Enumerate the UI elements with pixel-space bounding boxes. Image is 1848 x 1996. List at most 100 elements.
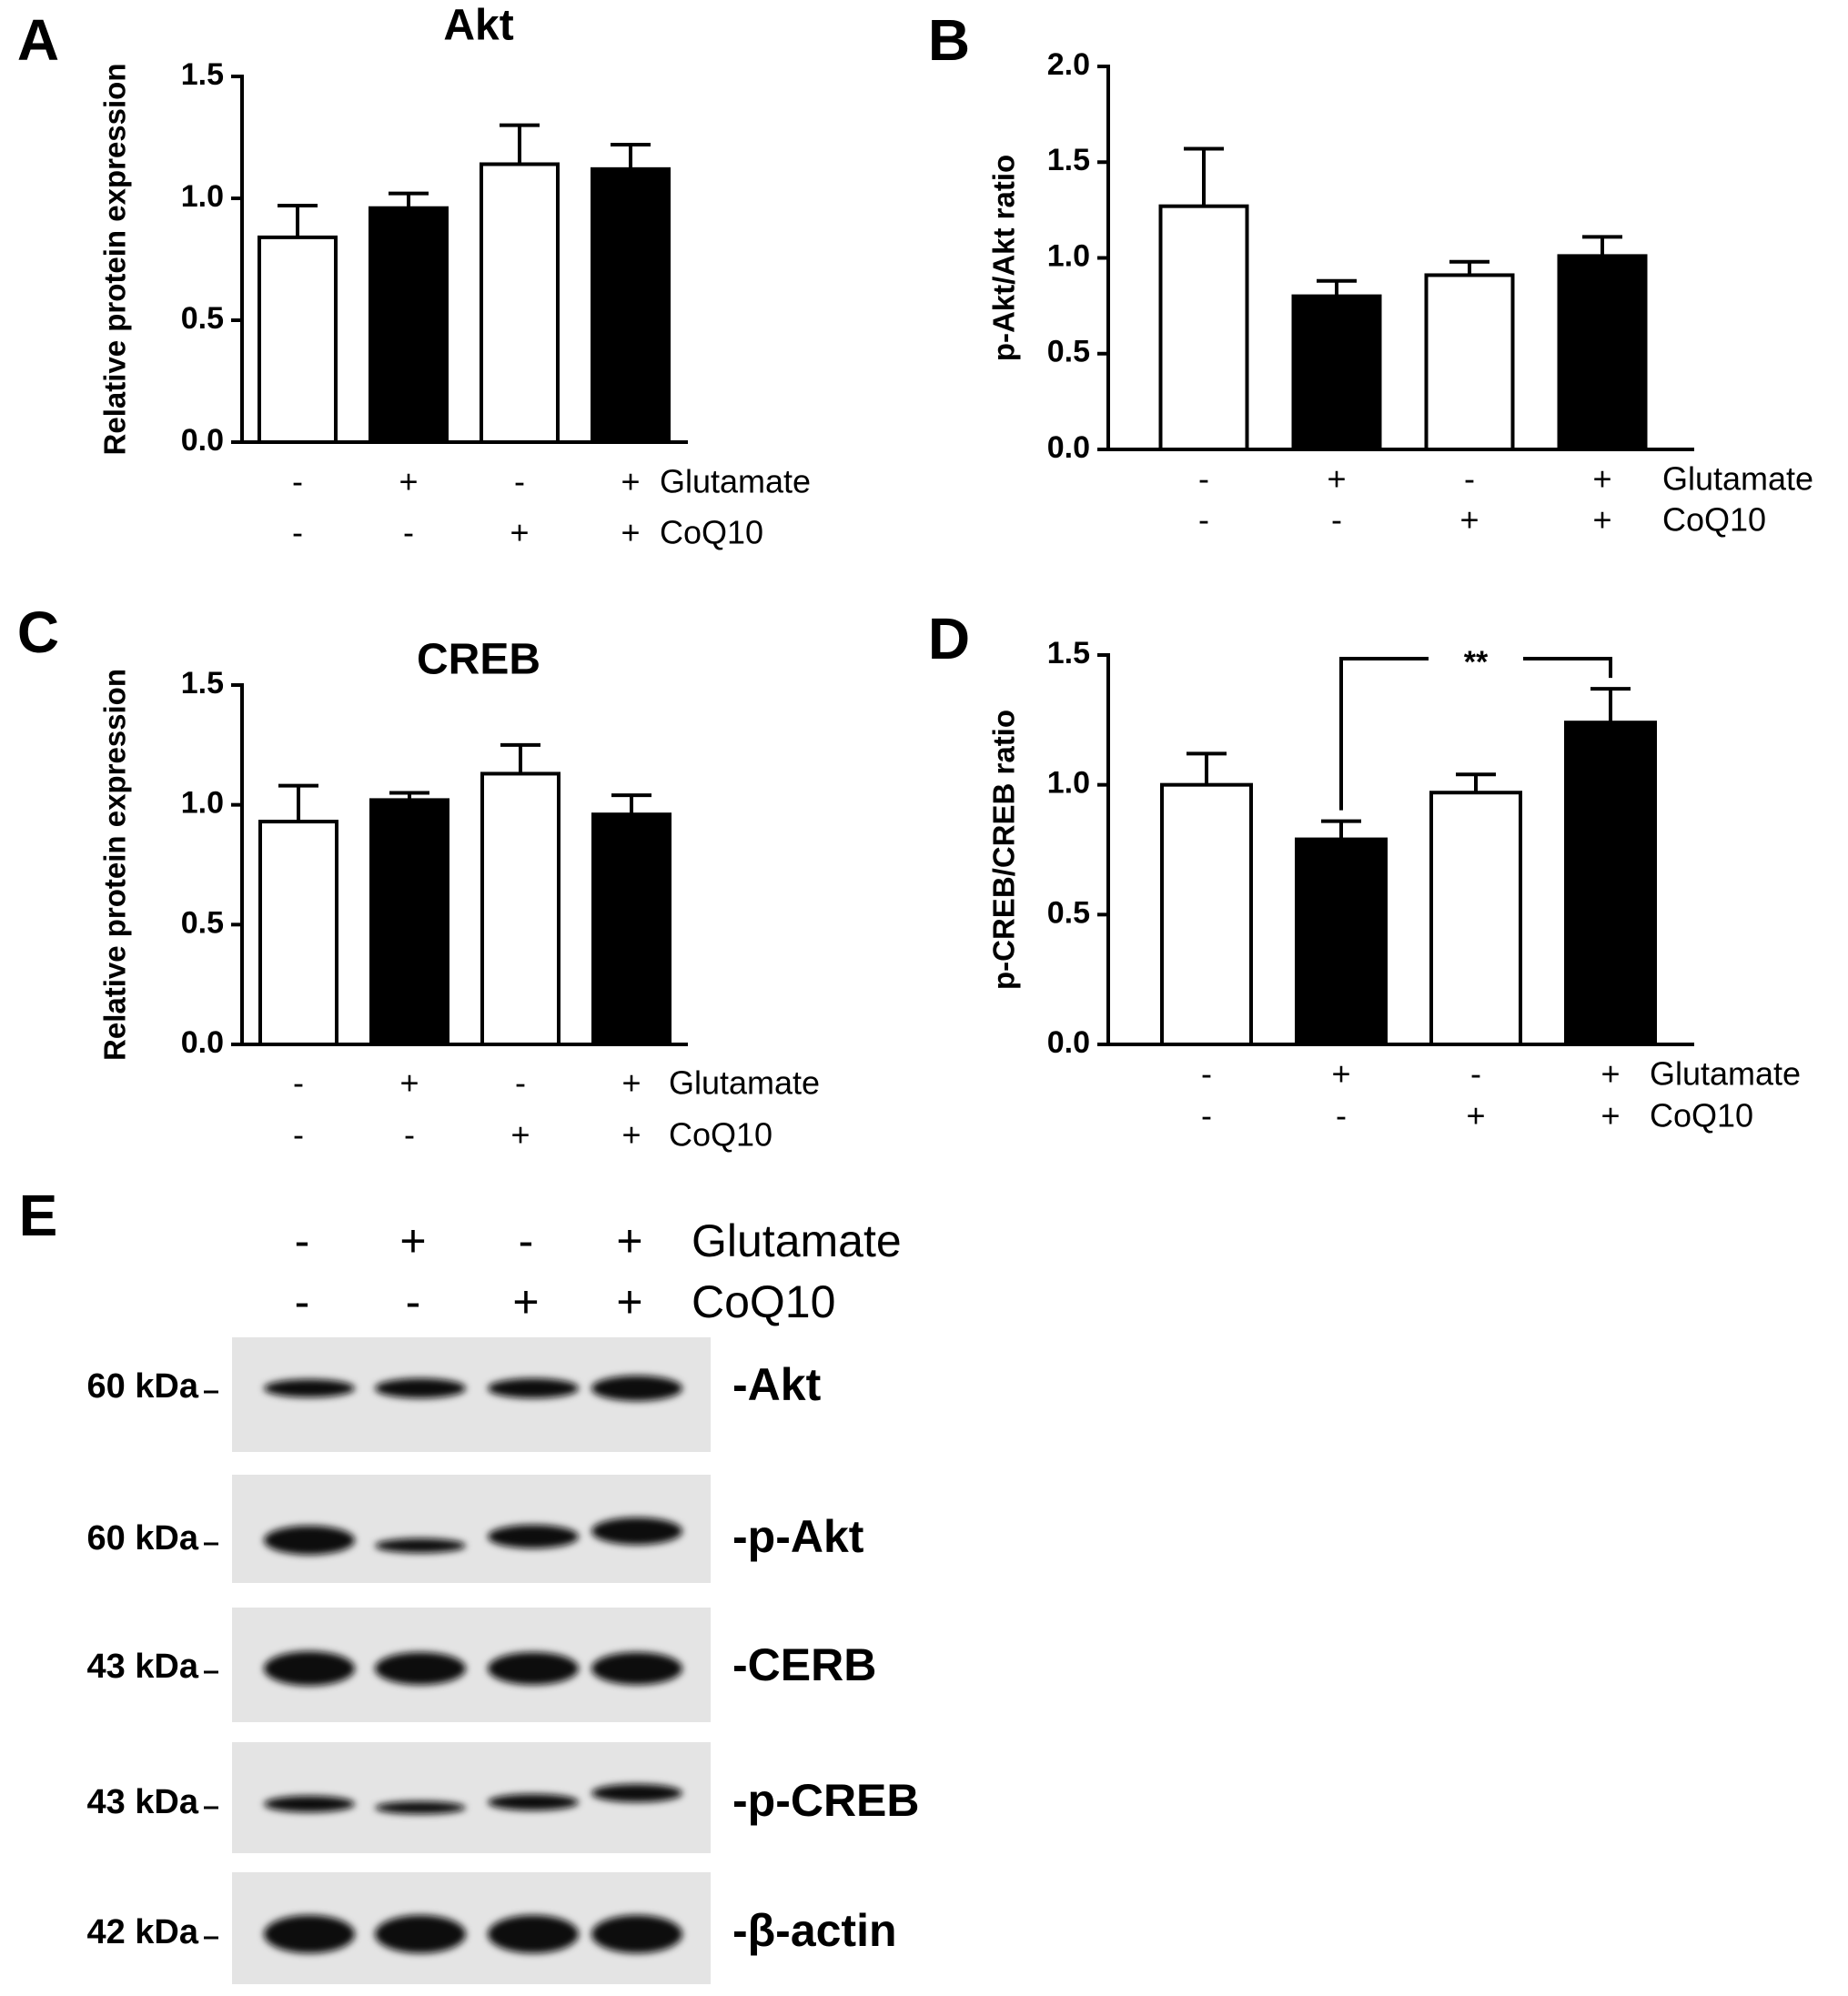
blot-band xyxy=(375,1652,466,1685)
y-axis-label: Relative protein expression xyxy=(98,669,132,1061)
blot-band xyxy=(264,1651,355,1686)
y-tick-label: 1.5 xyxy=(1047,636,1090,670)
significance-label: ** xyxy=(1464,645,1489,680)
blot-band xyxy=(591,1652,682,1685)
condition-sign: + xyxy=(1601,1055,1620,1093)
blot-band xyxy=(488,1525,579,1548)
y-tick-label: 1.0 xyxy=(1047,766,1090,801)
blot-label: -CERB xyxy=(732,1639,876,1690)
blot-band xyxy=(488,1378,579,1398)
condition-name: CoQ10 xyxy=(692,1276,835,1327)
condition-sign: + xyxy=(1327,460,1346,498)
bar xyxy=(1557,254,1648,451)
y-tick-label: 0.5 xyxy=(181,301,224,336)
blot-band xyxy=(264,1526,355,1555)
mw-marker: 43 kDa xyxy=(86,1783,198,1821)
condition-sign: - xyxy=(295,1276,310,1327)
bar xyxy=(1295,837,1388,1046)
y-tick-label: 1.5 xyxy=(181,666,224,701)
y-axis-label: p-Akt/Akt ratio xyxy=(987,155,1021,361)
condition-sign: - xyxy=(515,1064,526,1102)
condition-sign: + xyxy=(621,463,640,500)
panel-label: B xyxy=(928,7,970,73)
condition-sign: + xyxy=(1466,1097,1485,1134)
condition-sign: + xyxy=(510,1116,530,1154)
bar xyxy=(258,820,338,1046)
condition-sign: - xyxy=(292,463,303,500)
condition-name: Glutamate xyxy=(1662,460,1813,498)
condition-sign: - xyxy=(295,1215,310,1266)
condition-sign: - xyxy=(519,1215,534,1266)
blot-band xyxy=(488,1652,579,1685)
condition-sign: + xyxy=(1592,460,1611,498)
condition-sign: - xyxy=(1470,1055,1481,1093)
blot-band xyxy=(375,1538,466,1553)
condition-sign: - xyxy=(1198,460,1209,498)
y-tick-label: 0.5 xyxy=(1047,335,1090,369)
mw-marker: 60 kDa xyxy=(86,1519,198,1557)
bar xyxy=(480,162,560,444)
condition-sign: + xyxy=(512,1276,539,1327)
condition-sign: - xyxy=(403,514,414,551)
blot-band xyxy=(264,1915,355,1953)
condition-sign: - xyxy=(1336,1097,1347,1134)
bar xyxy=(1291,294,1382,451)
blot-strip xyxy=(232,1872,711,1984)
condition-sign: + xyxy=(1592,501,1611,539)
blot-band xyxy=(488,1794,579,1810)
condition-sign: - xyxy=(1331,501,1342,539)
y-axis-label: Relative protein expression xyxy=(98,64,132,456)
condition-sign: - xyxy=(406,1276,421,1327)
blot-strip xyxy=(232,1337,711,1452)
significance-bracket xyxy=(1339,657,1612,811)
y-tick-label: 0.5 xyxy=(1047,895,1090,930)
bar xyxy=(480,771,560,1047)
blot-label: -p-Akt xyxy=(732,1511,864,1562)
condition-sign: + xyxy=(621,1064,641,1102)
y-tick-label: 1.0 xyxy=(1047,238,1090,273)
condition-sign: - xyxy=(1464,460,1475,498)
bar xyxy=(1158,204,1249,451)
bar xyxy=(1160,782,1253,1047)
panel-label: E xyxy=(19,1183,58,1248)
blot-band xyxy=(488,1915,579,1953)
blot-label: -β-actin xyxy=(732,1905,897,1956)
y-tick-label: 0.5 xyxy=(181,905,224,940)
bar xyxy=(258,235,338,444)
blot-strip xyxy=(232,1742,711,1853)
condition-sign: + xyxy=(621,514,640,551)
bar xyxy=(1564,721,1657,1046)
blot-band xyxy=(264,1796,355,1812)
condition-sign: + xyxy=(621,1116,641,1154)
condition-sign: + xyxy=(1601,1097,1620,1134)
condition-sign: + xyxy=(616,1276,642,1327)
blot-band xyxy=(591,1915,682,1953)
mw-marker: 60 kDa xyxy=(86,1367,198,1406)
blot-band xyxy=(375,1378,466,1398)
y-tick-label: 1.0 xyxy=(181,179,224,214)
mw-marker: 43 kDa xyxy=(86,1648,198,1686)
blot-band xyxy=(591,1517,682,1545)
blot-label: -p-CREB xyxy=(732,1775,920,1826)
condition-name: Glutamate xyxy=(669,1064,820,1102)
condition-sign: + xyxy=(399,463,418,500)
condition-sign: - xyxy=(293,1064,304,1102)
blot-strip xyxy=(232,1608,711,1722)
y-tick-label: 2.0 xyxy=(1047,47,1090,82)
y-tick-label: 0.0 xyxy=(181,423,224,458)
bar xyxy=(1429,791,1522,1047)
bar xyxy=(369,206,449,444)
y-tick-label: 0.0 xyxy=(1047,430,1090,465)
y-tick-label: 1.5 xyxy=(1047,143,1090,177)
condition-sign: - xyxy=(404,1116,415,1154)
panel-label: D xyxy=(928,606,970,671)
condition-name: Glutamate xyxy=(1650,1055,1801,1093)
condition-name: CoQ10 xyxy=(1650,1097,1753,1134)
bar xyxy=(591,166,671,444)
condition-sign: + xyxy=(510,514,529,551)
condition-sign: + xyxy=(1459,501,1479,539)
condition-name: CoQ10 xyxy=(660,514,763,551)
condition-name: CoQ10 xyxy=(669,1116,773,1154)
y-tick-label: 1.0 xyxy=(181,786,224,821)
